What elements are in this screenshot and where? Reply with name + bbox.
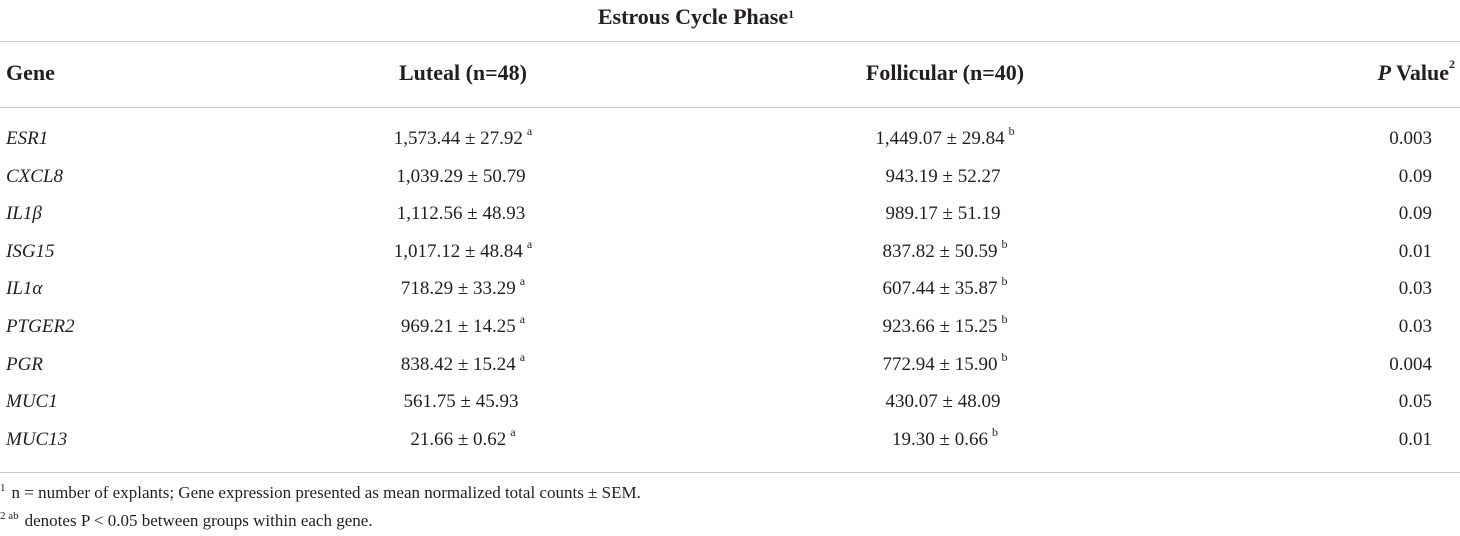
col-header-luteal: Luteal (n=48) <box>398 60 528 85</box>
luteal-cell: 1,039.29 ± 50.79 <box>313 166 613 188</box>
p-value-cell: 0.09 <box>1398 203 1432 225</box>
p-value-cell: 0.03 <box>1398 278 1432 300</box>
follicular-letter: b <box>1001 311 1008 326</box>
table-row: MUC13 21.66 ± 0.62 a 19.30 ± 0.66 b 0.01 <box>0 423 1460 461</box>
luteal-value: 1,573.44 ± 27.92 <box>393 128 523 149</box>
p-value-cell: 0.09 <box>1398 165 1432 187</box>
gene-cell: ISG15 <box>6 240 55 262</box>
luteal-cell: 561.75 ± 45.93 <box>313 391 613 413</box>
gene-cell: ESR1 <box>6 128 49 149</box>
table-row: MUC1 561.75 ± 45.93 430.07 ± 48.09 0.05 <box>0 385 1460 423</box>
luteal-value: 1,112.56 ± 48.93 <box>396 203 526 225</box>
footnote: 2 ab denotes P < 0.05 between groups with… <box>0 508 641 536</box>
table-row: IL1β 1,112.56 ± 48.93 989.17 ± 51.19 0.09 <box>0 197 1460 235</box>
follicular-cell: 430.07 ± 48.09 <box>795 391 1095 413</box>
p-value-cell: 0.05 <box>1398 391 1432 413</box>
bottom-rule <box>0 472 1460 473</box>
p-value-cell: 0.01 <box>1398 240 1432 262</box>
luteal-letter: a <box>526 124 533 138</box>
table-row: IL1α 718.29 ± 33.29 a 607.44 ± 35.87 b 0.03 <box>0 272 1460 310</box>
super-header-title: Estrous Cycle Phase1 <box>598 4 794 29</box>
luteal-value: 969.21 ± 14.25 <box>400 315 516 337</box>
follicular-cell: 923.66 ± 15.25 b <box>795 312 1095 338</box>
table-row: ESR1 1,573.44 ± 27.92 a 1,449.07 ± 29.84 b 0.… <box>0 122 1460 160</box>
gene-cell: IL1β <box>6 203 42 225</box>
luteal-value: 561.75 ± 45.93 <box>403 391 519 413</box>
follicular-value: 772.94 ± 15.90 <box>882 353 998 375</box>
table-row: PTGER2 969.21 ± 14.25 a 923.66 ± 15.25 b 0.03 <box>0 310 1460 348</box>
table-row: ISG15 1,017.12 ± 48.84 a 837.82 ± 50.59 b 0.0… <box>0 235 1460 273</box>
luteal-cell: 1,573.44 ± 27.92 a <box>313 124 613 150</box>
table-body: ESR1 1,573.44 ± 27.92 a 1,449.07 ± 29.84 b 0.… <box>0 122 1460 460</box>
table-footnotes: 1 n = number of explants; Gene expression… <box>0 480 641 536</box>
p-value-cell: 0.004 <box>1389 353 1432 375</box>
luteal-value: 718.29 ± 33.29 <box>400 278 516 300</box>
follicular-cell: 1,449.07 ± 29.84 b <box>795 124 1095 150</box>
footnote-text: n = number of explants; Gene expression … <box>11 483 641 502</box>
luteal-letter: a <box>510 424 516 439</box>
luteal-cell: 1,017.12 ± 48.84 a <box>313 237 613 263</box>
follicular-cell: 607.44 ± 35.87 b <box>795 274 1095 300</box>
luteal-letter: a <box>526 236 533 251</box>
follicular-cell: 19.30 ± 0.66 b <box>795 425 1095 451</box>
follicular-letter: b <box>1008 124 1015 138</box>
follicular-value: 943.19 ± 52.27 <box>885 165 1001 187</box>
luteal-value: 21.66 ± 0.62 <box>410 428 507 450</box>
super-header-text: Estrous Cycle Phase <box>597 4 789 29</box>
p-value-cell: 0.03 <box>1398 315 1432 337</box>
p-note: 2 <box>1449 57 1455 71</box>
follicular-value: 607.44 ± 35.87 <box>882 278 998 300</box>
luteal-cell: 838.42 ± 15.24 a <box>313 350 613 376</box>
gene-cell: MUC13 <box>6 428 68 450</box>
follicular-value: 1,449.07 ± 29.84 <box>875 128 1005 149</box>
col-header-gene: Gene <box>6 60 55 85</box>
p-value-cell: 0.01 <box>1398 428 1432 450</box>
gene-cell: PTGER2 <box>6 315 75 337</box>
luteal-value: 838.42 ± 15.24 <box>400 353 516 375</box>
table-super-header: Estrous Cycle Phase1 <box>0 0 1460 42</box>
p-value-cell: 0.003 <box>1389 128 1432 149</box>
column-header-row: Gene Luteal (n=48) Follicular (n=40) P V… <box>0 42 1460 108</box>
footnote: 1 n = number of explants; Gene expression… <box>0 480 641 508</box>
follicular-value: 923.66 ± 15.25 <box>882 315 998 337</box>
luteal-cell: 718.29 ± 33.29 a <box>313 274 613 300</box>
follicular-value: 430.07 ± 48.09 <box>885 391 1001 413</box>
luteal-letter: a <box>519 274 526 289</box>
p-italic: P <box>1377 60 1391 85</box>
follicular-value: 989.17 ± 51.19 <box>885 203 1001 225</box>
follicular-value: 19.30 ± 0.66 <box>892 428 988 450</box>
col-header-p-value: P Value2 <box>1377 57 1455 86</box>
luteal-value: 1,017.12 ± 48.84 <box>393 240 523 262</box>
table-row: PGR 838.42 ± 15.24 a 772.94 ± 15.90 b 0.004 <box>0 348 1460 386</box>
footnote-mark: 1 <box>0 482 6 494</box>
gene-cell: CXCL8 <box>6 165 64 187</box>
follicular-cell: 943.19 ± 52.27 <box>795 166 1095 188</box>
luteal-letter: a <box>519 311 526 326</box>
gene-cell: MUC1 <box>6 391 58 413</box>
luteal-letter: a <box>519 349 526 364</box>
luteal-cell: 21.66 ± 0.62 a <box>313 425 613 451</box>
follicular-letter: b <box>991 424 998 439</box>
gene-cell: PGR <box>6 353 43 375</box>
p-suffix: Value <box>1390 60 1449 85</box>
super-header-note: 1 <box>788 7 795 21</box>
header-rule <box>0 107 1460 108</box>
footnote-mark: 2 ab <box>0 510 19 522</box>
follicular-cell: 837.82 ± 50.59 b <box>795 237 1095 263</box>
top-rule <box>0 41 1460 42</box>
follicular-cell: 772.94 ± 15.90 b <box>795 350 1095 376</box>
luteal-cell: 1,112.56 ± 48.93 <box>313 203 613 225</box>
follicular-letter: b <box>1001 236 1008 251</box>
luteal-value: 1,039.29 ± 50.79 <box>396 165 526 187</box>
follicular-letter: b <box>1001 274 1008 289</box>
table-row: CXCL8 1,039.29 ± 50.79 943.19 ± 52.27 0.09 <box>0 160 1460 198</box>
follicular-cell: 989.17 ± 51.19 <box>795 203 1095 225</box>
follicular-letter: b <box>1001 349 1008 364</box>
gene-cell: IL1α <box>6 278 43 300</box>
follicular-value: 837.82 ± 50.59 <box>882 240 998 262</box>
footnote-text: denotes P < 0.05 between groups within e… <box>24 511 373 530</box>
luteal-cell: 969.21 ± 14.25 a <box>313 312 613 338</box>
col-header-follicular: Follicular (n=40) <box>865 60 1025 85</box>
